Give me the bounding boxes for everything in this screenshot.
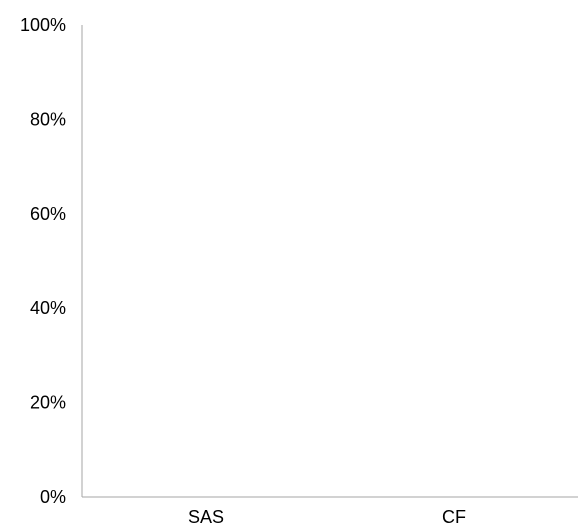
x-axis-ticks: SAS CF: [188, 507, 466, 527]
y-tick-label: 100%: [20, 15, 66, 35]
y-tick-label: 40%: [30, 298, 66, 318]
y-tick-label: 80%: [30, 109, 66, 129]
x-tick-label: CF: [442, 507, 466, 527]
y-tick-label: 0%: [40, 487, 66, 507]
y-axis-ticks: 0% 20% 40% 60% 80% 100%: [20, 15, 66, 507]
x-tick-label: SAS: [188, 507, 224, 527]
y-tick-label: 20%: [30, 393, 66, 413]
y-tick-label: 60%: [30, 204, 66, 224]
